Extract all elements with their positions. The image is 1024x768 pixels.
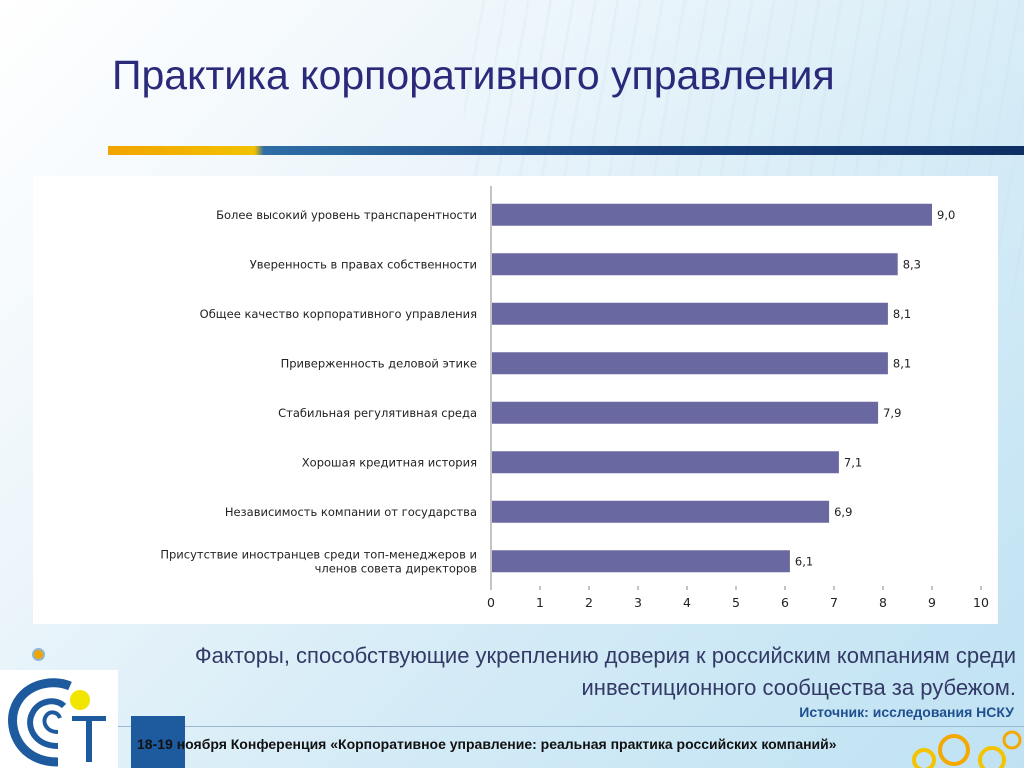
footer-divider	[118, 726, 1024, 727]
category-label-7-line-0: Присутствие иностранцев среди топ-менедж…	[160, 547, 477, 561]
category-label-0: Более высокий уровень транспарентности	[216, 208, 477, 222]
category-label-6: Независимость компании от государства	[225, 505, 477, 519]
category-label-4: Стабильная регулятивная среда	[278, 406, 477, 420]
bullet-icon	[32, 648, 45, 661]
organization-logo-icon	[0, 670, 118, 768]
bar-0	[492, 203, 932, 226]
x-tick-label-0: 0	[487, 595, 495, 610]
x-tick-label-6: 6	[781, 595, 789, 610]
bar-6	[492, 500, 830, 523]
value-label-4: 7,9	[883, 406, 901, 420]
category-label-3: Приверженность деловой этике	[281, 356, 477, 370]
footer-accent-square	[131, 716, 185, 768]
caption-line-1: Факторы, способствующие укреплению довер…	[194, 643, 1016, 668]
decorative-dots-icon	[912, 730, 1022, 768]
value-label-6: 6,9	[834, 505, 852, 519]
caption-line-2: инвестиционного сообщества за рубежом.	[581, 675, 1017, 700]
bar-1	[492, 253, 898, 276]
chart-caption: Факторы, способствующие укреплению довер…	[58, 640, 1016, 704]
x-tick-label-10: 10	[973, 595, 989, 610]
value-label-5: 7,1	[844, 455, 862, 469]
value-label-1: 8,3	[903, 257, 921, 271]
x-tick-label-4: 4	[683, 595, 691, 610]
x-tick-label-5: 5	[732, 595, 740, 610]
bar-chart: 9,0 Более высокий уровень транспарентност…	[160, 186, 989, 610]
category-label-1: Уверенность в правах собственности	[250, 257, 477, 271]
chart-panel: 9,0 Более высокий уровень транспарентност…	[33, 176, 998, 624]
x-tick-label-7: 7	[830, 595, 838, 610]
value-label-0: 9,0	[937, 208, 955, 222]
bar-5	[492, 451, 839, 474]
slide-title: Практика корпоративного управления	[112, 52, 835, 98]
value-label-7: 6,1	[795, 554, 813, 568]
x-tick-label-1: 1	[536, 595, 544, 610]
x-tick-label-2: 2	[585, 595, 593, 610]
x-tick-label-8: 8	[879, 595, 887, 610]
x-tick-label-3: 3	[634, 595, 642, 610]
bar-4	[492, 401, 879, 424]
bar-3	[492, 352, 888, 375]
x-tick-label-9: 9	[928, 595, 936, 610]
bar-7	[492, 550, 790, 573]
value-label-3: 8,1	[893, 356, 911, 370]
title-underline-bar	[108, 146, 1024, 155]
value-label-2: 8,1	[893, 307, 911, 321]
source-note: Источник: исследования НСКУ	[799, 704, 1014, 720]
category-label-2: Общее качество корпоративного управления	[200, 307, 477, 321]
category-label-7-line-1: членов совета директоров	[315, 561, 478, 575]
bar-2	[492, 302, 888, 325]
footer-text: 18-19 ноября Конференция «Корпоративное …	[137, 736, 837, 752]
category-label-5: Хорошая кредитная история	[302, 455, 477, 469]
